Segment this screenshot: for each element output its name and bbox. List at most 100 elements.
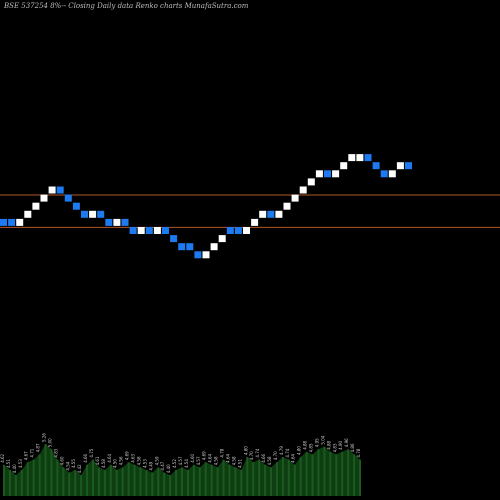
volume-bar	[311, 454, 314, 496]
volume-label: 4.86	[350, 443, 355, 452]
volume-bar	[228, 464, 231, 496]
renko-brick	[315, 170, 323, 178]
volume-label: 4.74	[285, 448, 290, 457]
volume-bar	[287, 459, 290, 496]
volume-bar	[56, 459, 59, 496]
renko-brick	[234, 227, 242, 234]
renko-brick	[307, 178, 315, 186]
volume-label: 4.53	[142, 459, 147, 468]
volume-bar	[270, 467, 272, 496]
volume-label: 4.51	[237, 459, 242, 468]
volume-bar	[92, 459, 94, 496]
volume-bar	[26, 462, 29, 496]
volume-label: 4.64	[208, 453, 213, 462]
volume-label: 4.88	[303, 440, 308, 449]
volume-bar	[258, 459, 261, 496]
volume-bar	[169, 475, 172, 496]
volume-bar	[133, 464, 136, 496]
volume-label: 4.63	[131, 453, 136, 462]
renko-brick	[348, 154, 356, 162]
volume-bar	[210, 464, 213, 496]
volume-bar	[204, 462, 207, 496]
volume-label: 4.70	[249, 451, 254, 460]
renko-brick	[324, 170, 331, 178]
volume-label: 4.57	[196, 456, 201, 465]
volume-bar	[103, 470, 106, 496]
volume-bar	[359, 459, 361, 496]
renko-brick	[299, 186, 307, 194]
volume-bar	[323, 446, 326, 496]
volume-bar	[192, 464, 195, 496]
chart-header: BSE 537254 8%-- Closing Daily data Renko…	[4, 2, 249, 10]
renko-brick	[364, 154, 372, 162]
renko-brick	[105, 218, 113, 226]
renko-brick	[81, 210, 88, 218]
volume-label: 4.54	[184, 459, 189, 468]
volume-label: 4.78	[220, 448, 225, 457]
volume-label: 5.26	[42, 433, 47, 442]
volume-bar	[157, 467, 160, 496]
volume-bar	[305, 451, 308, 496]
volume-label: 4.69	[125, 451, 130, 460]
volume-bar	[163, 472, 166, 496]
volume-label: 5.00	[47, 438, 52, 447]
renko-brick	[332, 170, 340, 178]
renko-bricks	[0, 154, 412, 259]
volume-label: 4.40	[12, 464, 17, 473]
volume-bar	[234, 467, 237, 496]
volume-label: 4.90	[338, 440, 343, 449]
renko-brick	[218, 235, 226, 243]
volume-label: 4.60	[59, 456, 64, 465]
volume-bar	[50, 449, 53, 496]
volume-bar	[335, 454, 338, 496]
renko-brick	[56, 186, 64, 194]
renko-brick	[283, 202, 291, 210]
volume-label: 4.58	[267, 456, 272, 465]
volume-bar	[293, 464, 296, 496]
volume-bar	[329, 451, 332, 496]
volume-label: 4.62	[0, 453, 5, 462]
volume-bar	[181, 467, 183, 496]
renko-brick	[89, 210, 97, 218]
renko-brick	[226, 227, 234, 234]
renko-brick	[16, 218, 24, 226]
volume-label: 4.57	[178, 456, 183, 465]
volume-label: 4.52	[172, 459, 177, 468]
volume-label: 4.67	[24, 451, 29, 460]
volume-label: 4.64	[225, 453, 230, 462]
renko-brick	[186, 243, 194, 251]
volume-bar	[3, 464, 5, 496]
renko-brick	[153, 227, 161, 234]
volume-bar	[216, 467, 219, 496]
renko-brick	[178, 243, 186, 251]
volume-bar	[115, 470, 118, 496]
volume-label: 4.83	[53, 448, 58, 457]
renko-brick	[356, 154, 364, 162]
volume-label: 4.66	[83, 453, 88, 462]
volume-bar	[281, 457, 284, 496]
volume-label: 4.64	[107, 453, 112, 462]
renko-brick	[40, 194, 48, 202]
volume-bar	[97, 467, 100, 496]
volume-label: 4.47	[160, 461, 165, 470]
volume-label: 4.71	[30, 448, 35, 457]
renko-brick	[194, 251, 202, 259]
renko-brick	[267, 210, 275, 218]
volume-bar	[151, 472, 154, 496]
volume-bar	[121, 467, 124, 496]
volume-bar	[222, 459, 225, 496]
renko-brick	[32, 202, 40, 210]
volume-label: 4.78	[356, 448, 361, 457]
volume-bar	[240, 470, 243, 496]
volume-bar	[347, 449, 350, 496]
volume-bar	[145, 470, 148, 496]
renko-brick	[129, 227, 137, 234]
renko-brick	[121, 218, 129, 226]
volume-label: 4.58	[231, 456, 236, 465]
renko-brick	[24, 210, 32, 218]
renko-brick	[48, 186, 56, 194]
renko-brick	[291, 194, 299, 202]
volume-bar	[264, 464, 267, 496]
volume-label: 4.85	[309, 443, 314, 452]
